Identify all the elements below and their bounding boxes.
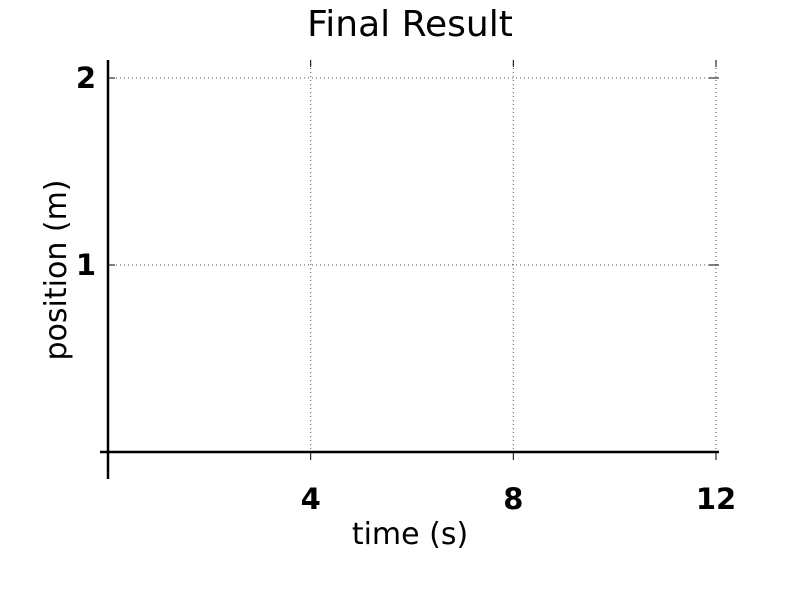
x-tick-label: 4	[301, 482, 321, 516]
y-tick-label: 1	[76, 248, 96, 282]
axes	[100, 60, 719, 479]
x-axis-label: time (s)	[352, 517, 468, 552]
y-axis-label: position (m)	[39, 180, 74, 361]
chart-title: Final Result	[307, 4, 513, 45]
x-ticks: 4 8 12	[301, 60, 736, 516]
y-tick-label: 2	[76, 61, 96, 95]
x-tick-label: 12	[696, 482, 736, 516]
grid	[108, 60, 717, 452]
x-tick-label: 8	[503, 482, 523, 516]
y-ticks: 12	[76, 61, 719, 282]
